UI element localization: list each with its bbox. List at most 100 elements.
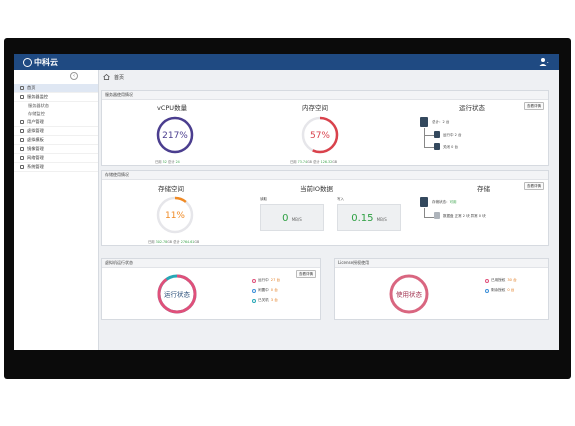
sidebar-item-label: 网络管理: [27, 155, 44, 160]
legend-ring-icon: [485, 278, 489, 283]
storage-detail-button[interactable]: 查看详情: [524, 182, 544, 190]
tree-connector: [424, 208, 434, 218]
legend-item: 运行中 27 台: [252, 278, 280, 283]
vm-status-panel: 虚拟机运行状态 查看详情 运行状态 运行中 27 台闲置中 0 台已关机 3 台: [101, 258, 321, 320]
stopped-server-icon: [434, 143, 440, 150]
panel-header: 服务器使用情况: [102, 91, 548, 100]
vm-status-ring: 运行状态: [157, 274, 197, 314]
panel-header: License授权使用: [335, 259, 548, 268]
vm-detail-button[interactable]: 查看详情: [296, 270, 316, 278]
sidebar-item[interactable]: 网络管理: [14, 154, 98, 163]
legend-label: 已用授权: [491, 278, 506, 282]
menu-icon: [20, 138, 24, 142]
legend-count: 0 台: [270, 288, 278, 292]
sidebar-item[interactable]: 镜像管理: [14, 145, 98, 154]
menu-icon: [20, 120, 24, 124]
breadcrumb-home[interactable]: 首页: [114, 74, 125, 81]
legend-ring-icon: [252, 288, 256, 293]
server-usage-panel: 服务器使用情况 查看详情 vCPU数量 217% 已用 52 总计 24 内存空…: [101, 90, 549, 166]
logo-text: 中科云: [34, 57, 58, 67]
tree-connector: [424, 128, 434, 136]
storage-caption: 已用 302.78GB 总计 2764.61GB: [148, 240, 200, 244]
sidebar-nav: 首页服务器监控服务器状态存储监控用户管理虚拟管理虚拟模板镜像管理网络管理系统管理: [14, 84, 98, 172]
sidebar-item[interactable]: 首页: [14, 84, 98, 93]
sidebar-item-label: 首页: [27, 85, 36, 90]
sidebar: ‹ 首页服务器监控服务器状态存储监控用户管理虚拟管理虚拟模板镜像管理网络管理系统…: [14, 70, 99, 350]
running-count: 运行中 2 台: [443, 133, 462, 137]
legend-item: 剩余授权 0 台: [485, 288, 514, 293]
disk-detail: 数据盘 正常 2 块 异常 0 块: [443, 214, 486, 218]
legend-label: 闲置中: [258, 288, 269, 292]
sidebar-item-label: 系统管理: [27, 164, 44, 169]
sidebar-item-label: 服务器监控: [27, 94, 48, 99]
legend-item: 已用授权 30 台: [485, 278, 517, 283]
vcpu-percent: 217%: [162, 131, 188, 141]
sidebar-item[interactable]: 虚拟管理: [14, 127, 98, 136]
panel-header: 虚拟机运行状态: [102, 259, 320, 268]
sidebar-item[interactable]: 系统管理: [14, 163, 98, 172]
read-label: 读取: [260, 197, 267, 201]
sidebar-item[interactable]: 服务器状态: [14, 102, 98, 110]
sidebar-item[interactable]: 服务器监控: [14, 93, 98, 102]
write-value: 0.15 MB/S: [351, 213, 387, 224]
store-title: 存储: [477, 185, 490, 193]
memory-caption: 已用 73.74GB 总计 126.32GB: [290, 160, 338, 164]
sidebar-item[interactable]: 存储监控: [14, 110, 98, 118]
storage-gauge: 11%: [156, 196, 194, 234]
sidebar-item-label: 镜像管理: [27, 146, 44, 151]
legend-count: 3 台: [270, 298, 278, 302]
sidebar-item[interactable]: 虚拟模板: [14, 136, 98, 145]
legend-label: 剩余授权: [491, 288, 506, 292]
legend-item: 闲置中 0 台: [252, 288, 278, 293]
sidebar-toggle-icon[interactable]: ‹: [70, 72, 78, 80]
sidebar-item[interactable]: 用户管理: [14, 118, 98, 127]
panel-header: 存储使用情况: [102, 171, 548, 180]
menu-icon: [20, 156, 24, 160]
storage-space-title: 存储空间: [158, 185, 184, 193]
memory-title: 内存空间: [302, 104, 328, 112]
breadcrumb: 首页: [103, 72, 124, 82]
legend-label: 运行中: [258, 278, 269, 282]
vm-ring-center: 运行状态: [164, 290, 191, 299]
main-content: 首页 服务器使用情况 查看详情 vCPU数量 217% 已用 52 总计 24 …: [99, 70, 559, 350]
server-detail-button[interactable]: 查看详情: [524, 102, 544, 110]
storage-icon: [420, 197, 428, 207]
menu-icon: [20, 95, 24, 99]
vcpu-title: vCPU数量: [157, 104, 188, 112]
menu-icon: [20, 147, 24, 151]
server-icon: [420, 117, 428, 127]
logo: 中科云: [23, 57, 58, 67]
read-io-box: 0 MB/S: [260, 204, 324, 231]
sidebar-item-label: 用户管理: [27, 119, 44, 124]
legend-count: 30 台: [507, 278, 517, 282]
legend-label: 已关机: [258, 298, 269, 302]
write-label: 写入: [337, 197, 344, 201]
legend-ring-icon: [252, 298, 256, 303]
sidebar-item-label: 虚拟模板: [27, 137, 44, 142]
license-panel: License授权使用 使用状态 已用授权 30 台剩余授权 0 台: [334, 258, 549, 320]
io-title: 当前IO数据: [300, 185, 334, 193]
sidebar-item-label: 虚拟管理: [27, 128, 44, 133]
logo-icon: [23, 57, 32, 67]
legend-item: 已关机 3 台: [252, 298, 278, 303]
storage-percent: 11%: [165, 211, 185, 221]
legend-ring-icon: [252, 278, 256, 283]
stopped-count: 关闭 0 台: [443, 145, 458, 149]
legend-count: 27 台: [270, 278, 281, 282]
screen: 中科云 ‹ 首页服务器监控服务器状态存储监控用户管理虚拟管理虚拟模板镜像管理网络…: [14, 54, 559, 350]
legend-count: 0 台: [507, 288, 515, 292]
tree-connector: [424, 135, 434, 148]
status-title: 运行状态: [459, 104, 485, 112]
menu-icon: [20, 129, 24, 133]
storage-usage-panel: 存储使用情况 查看详情 存储空间 11% 已用 302.78GB 总计 2764…: [101, 170, 549, 246]
user-icon[interactable]: [539, 57, 549, 67]
write-io-box: 0.15 MB/S: [337, 204, 401, 231]
top-bar: 中科云: [14, 54, 559, 70]
sidebar-item-label: 存储监控: [28, 111, 45, 116]
vcpu-caption: 已用 52 总计 24: [155, 160, 180, 164]
license-ring-center: 使用状态: [396, 290, 423, 299]
home-icon[interactable]: [103, 74, 110, 80]
server-total: 总计：2 台: [432, 120, 450, 124]
storage-status: 存储状态：可用: [432, 200, 457, 204]
sidebar-item-label: 服务器状态: [28, 103, 49, 108]
